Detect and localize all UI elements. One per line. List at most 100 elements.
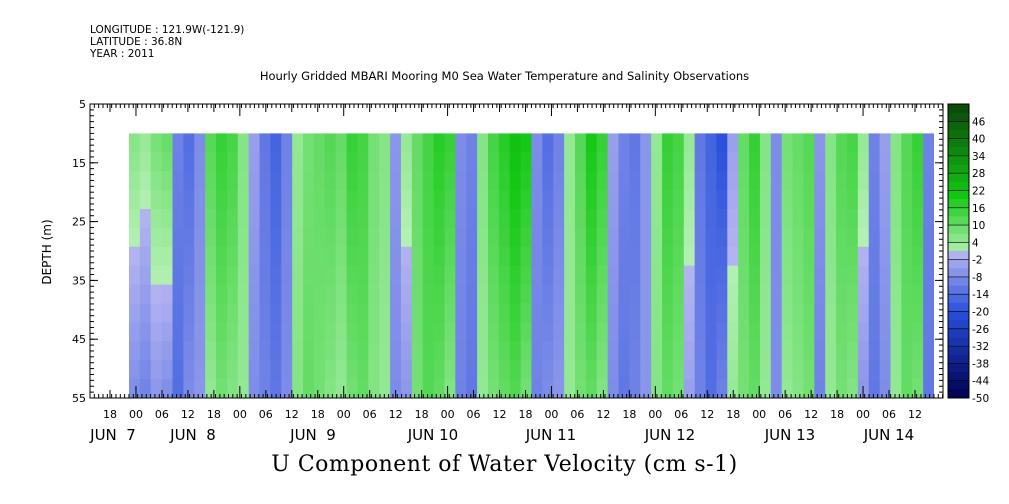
heatmap-cell <box>781 303 794 323</box>
heatmap-cell <box>346 360 359 380</box>
heatmap-cell <box>662 152 674 172</box>
heatmap-cell <box>803 303 815 323</box>
heatmap-cell <box>422 209 435 229</box>
heatmap-cell <box>237 227 250 248</box>
heatmap-cell <box>553 133 565 153</box>
heatmap-cell <box>477 265 489 286</box>
longitude-text: LONGITUDE : 121.9W(-121.9) <box>90 24 245 36</box>
heatmap-cell <box>901 227 913 248</box>
heatmap-cell <box>226 152 239 172</box>
heatmap-cell <box>542 227 554 248</box>
heatmap-cell <box>781 284 794 305</box>
heatmap-cell <box>901 152 913 172</box>
heatmap-cell <box>846 133 859 153</box>
heatmap-cell <box>270 341 282 361</box>
heatmap-cell <box>270 152 282 172</box>
heatmap-cell <box>139 190 152 210</box>
heatmap-cell <box>303 379 315 398</box>
heatmap-cell <box>781 341 794 361</box>
colorbar-band <box>948 354 969 364</box>
heatmap-cell <box>585 303 598 323</box>
heatmap-cell <box>455 341 467 361</box>
heatmap-cell <box>814 265 826 286</box>
heatmap-cell <box>139 246 152 267</box>
heatmap-cell <box>857 341 870 361</box>
heatmap-cell <box>683 265 696 286</box>
heatmap-cell <box>129 246 141 267</box>
heatmap-cell <box>531 265 543 286</box>
heatmap-cell <box>498 171 511 191</box>
heatmap-cell <box>553 322 565 342</box>
heatmap-cell <box>216 133 228 153</box>
heatmap-cell <box>868 360 881 380</box>
heatmap-cell <box>433 227 446 248</box>
heatmap-cell <box>335 171 348 191</box>
heatmap-cell <box>651 246 663 267</box>
heatmap-cell <box>651 133 663 153</box>
heatmap-cell <box>912 265 924 286</box>
x-tick-label: 00 <box>337 408 351 421</box>
heatmap-cell <box>172 171 184 191</box>
heatmap-cell <box>672 190 685 210</box>
heatmap-cell <box>618 209 631 229</box>
heatmap-cell <box>923 133 934 153</box>
heatmap-cell <box>237 322 250 342</box>
heatmap-cell <box>553 152 565 172</box>
heatmap-cell <box>575 209 587 229</box>
heatmap-cell <box>466 265 478 286</box>
heatmap-cell <box>433 379 446 398</box>
heatmap-cell <box>390 265 402 286</box>
heatmap-cell <box>226 341 239 361</box>
heatmap-cell <box>651 190 663 210</box>
heatmap-cell <box>205 209 217 229</box>
heatmap-cell <box>596 171 609 191</box>
colorbar-band <box>948 285 969 295</box>
x-day-label: JUN 13 <box>764 426 815 444</box>
x-tick-label: 12 <box>493 408 507 421</box>
heatmap-cell <box>444 152 456 172</box>
colorbar-band <box>948 380 969 390</box>
heatmap-cell <box>379 209 391 229</box>
heatmap-cell <box>216 284 228 305</box>
heatmap-cell <box>509 284 522 305</box>
heatmap-cell <box>575 303 587 323</box>
heatmap-cell <box>455 379 467 398</box>
x-axis-label: U Component of Water Velocity (cm s-1) <box>271 452 738 477</box>
heatmap-cell <box>477 227 489 248</box>
heatmap-cell <box>216 171 228 191</box>
heatmap-cell <box>313 246 326 267</box>
heatmap-cell <box>411 360 424 380</box>
heatmap-cell <box>433 284 446 305</box>
heatmap-cell <box>520 246 533 267</box>
heatmap-cell <box>727 322 739 342</box>
heatmap-cell <box>422 133 435 153</box>
heatmap-cell <box>303 152 315 172</box>
heatmap-cell <box>205 152 217 172</box>
heatmap-cell <box>139 284 152 305</box>
heatmap-cell <box>781 133 794 153</box>
heatmap-cell <box>346 209 359 229</box>
heatmap-cell <box>759 303 772 323</box>
heatmap-cell <box>857 227 870 248</box>
heatmap-cell <box>335 379 348 398</box>
heatmap-cell <box>226 209 239 229</box>
heatmap-cell <box>335 152 348 172</box>
heatmap-cell <box>433 322 446 342</box>
heatmap-cell <box>879 171 892 191</box>
heatmap-cell <box>139 360 152 380</box>
heatmap-cell <box>901 209 913 229</box>
x-tick-label: 00 <box>129 408 143 421</box>
heatmap-cell <box>444 322 456 342</box>
heatmap-cell <box>368 265 380 286</box>
heatmap-cell <box>411 265 424 286</box>
x-tick-label: 18 <box>103 408 117 421</box>
heatmap-cell <box>466 209 478 229</box>
heatmap-cell <box>836 227 848 248</box>
heatmap-cell <box>846 284 859 305</box>
heatmap-cell <box>400 171 413 191</box>
heatmap-cell <box>553 246 565 267</box>
heatmap-cell <box>422 322 435 342</box>
heatmap-cell <box>444 133 456 153</box>
heatmap-cell <box>129 341 141 361</box>
